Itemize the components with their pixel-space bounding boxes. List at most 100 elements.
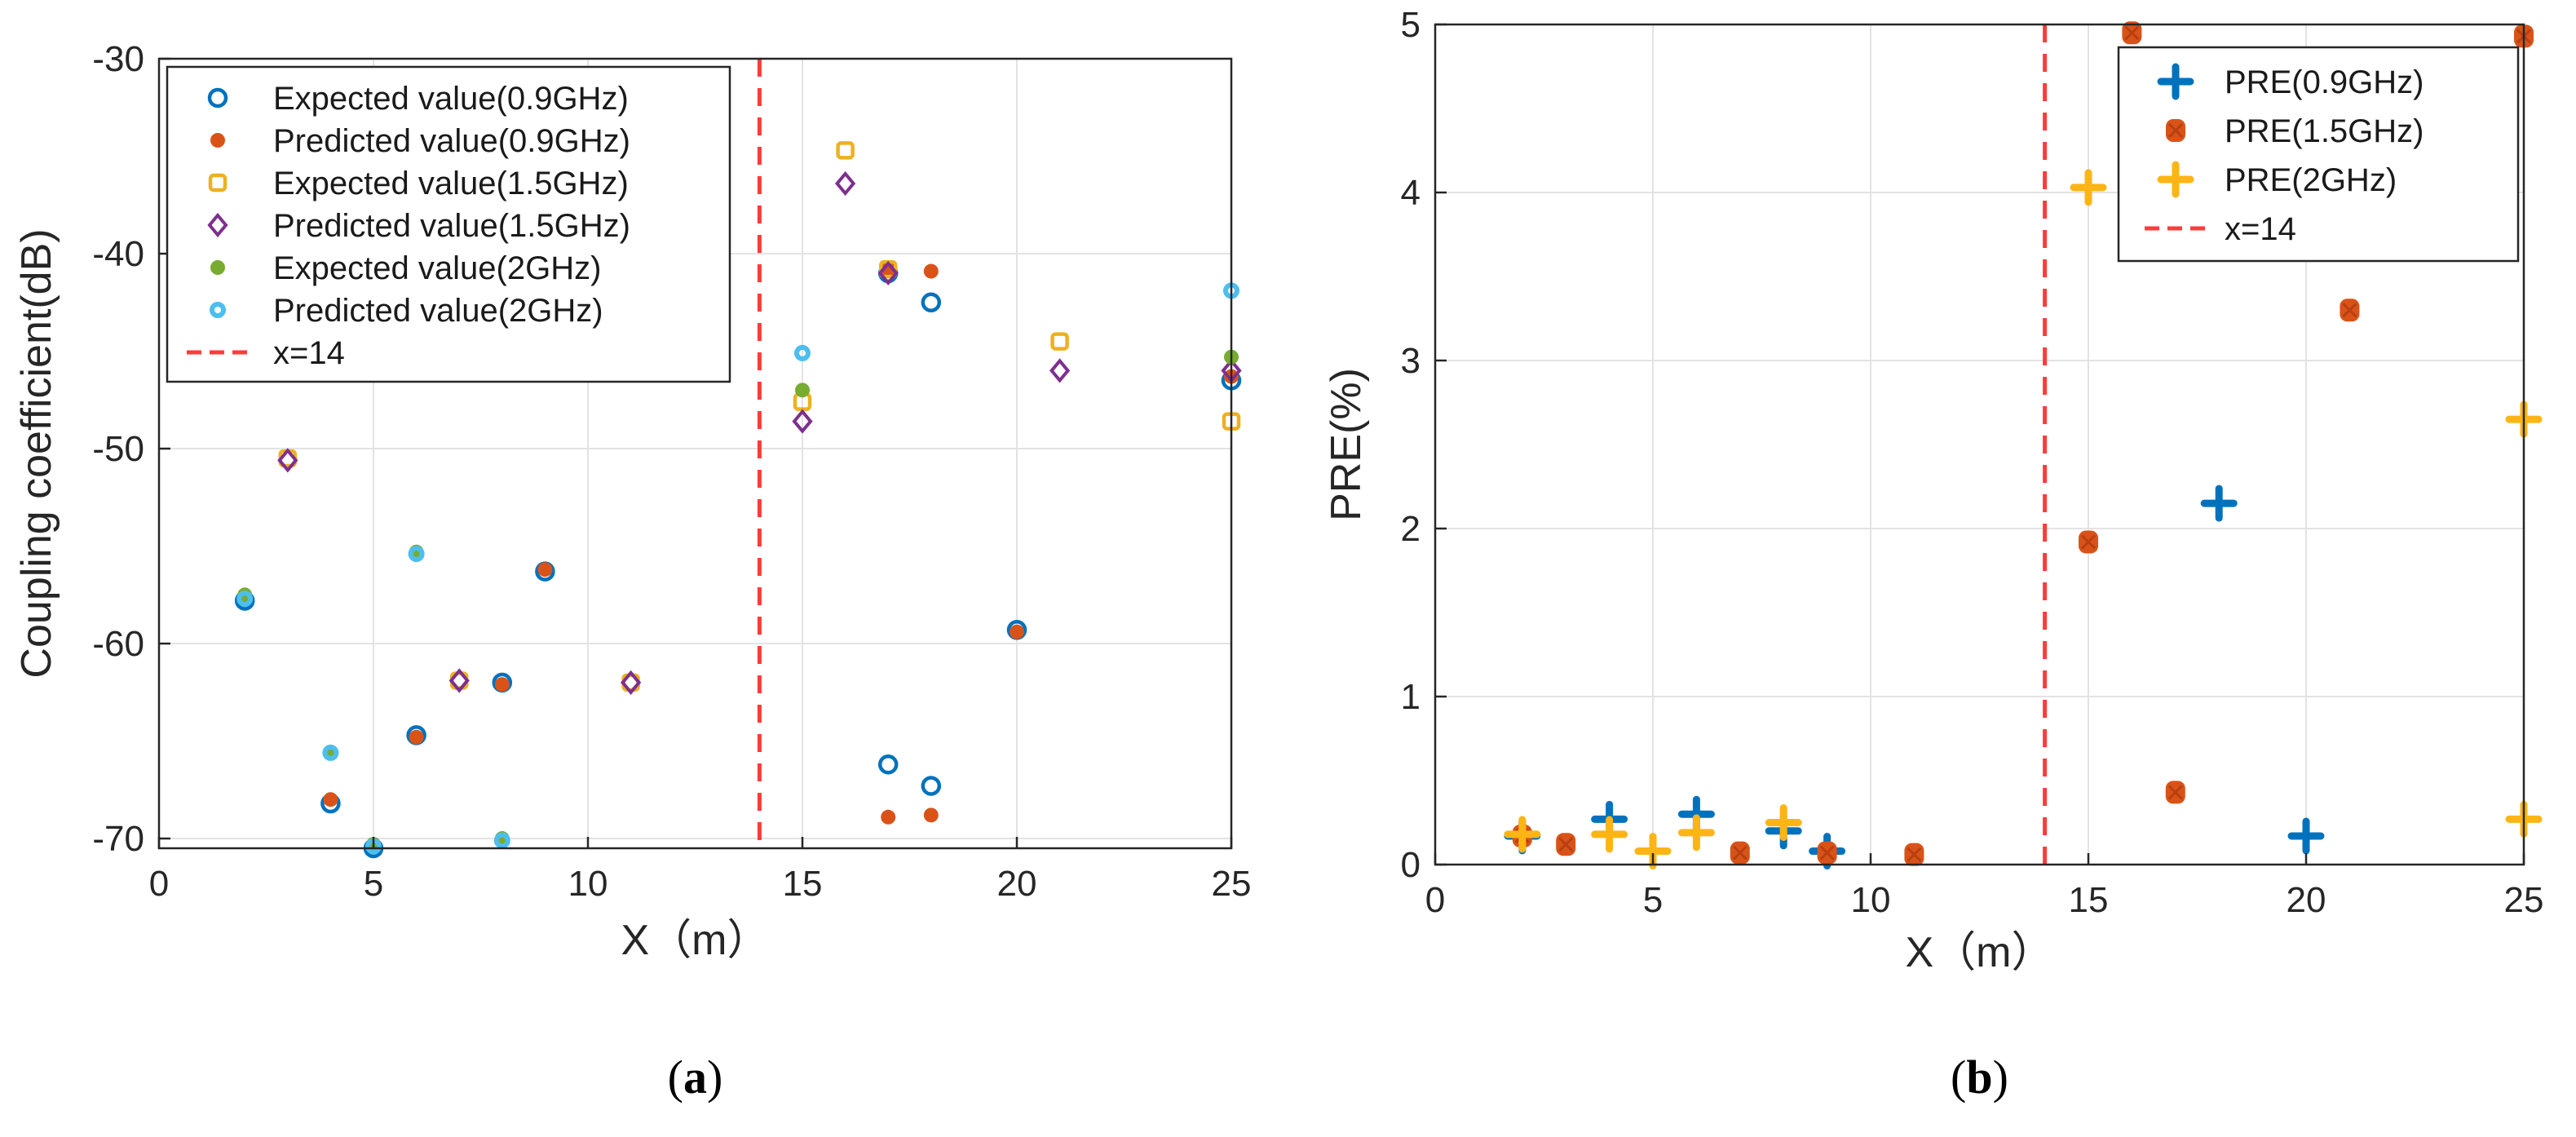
a-legend-marker	[210, 133, 225, 148]
b-y-tick-label: 1	[1401, 677, 1421, 717]
panel-b-x-axis-label: X（m）	[1905, 929, 2053, 976]
a-point	[1010, 624, 1024, 639]
b-point	[1504, 816, 1541, 853]
panel-b-y-axis-label: PRE(%)	[1323, 368, 1370, 521]
a-point	[537, 562, 553, 577]
b-x-tick-label: 25	[2504, 880, 2544, 920]
a-legend-label: x=14	[273, 335, 345, 371]
panel-a-legend: Expected value(0.9GHz) Predicted value(0.…	[166, 65, 731, 383]
b-point	[2079, 530, 2098, 554]
a-legend-label: Expected value(0.9GHz)	[273, 81, 629, 117]
b-point	[1904, 843, 1924, 866]
a-point	[792, 409, 813, 434]
a-x-tick-label: 0	[149, 864, 169, 904]
a-point	[1049, 358, 1071, 383]
b-legend-label: PRE(1.5GHz)	[2225, 113, 2424, 149]
a-point	[620, 670, 642, 695]
b-point	[1817, 841, 1837, 865]
b-y-tick-label: 4	[1401, 173, 1421, 213]
a-x-tick-label: 20	[997, 864, 1037, 904]
b-point	[1765, 804, 1802, 841]
a-y-tick-label: -50	[92, 429, 144, 469]
panel-a-axes-frame	[157, 57, 1233, 850]
a-point	[923, 807, 939, 823]
a-point	[795, 383, 810, 398]
b-x-tick-label: 15	[2069, 880, 2109, 920]
panel-a-y-axis-label: Coupling coefficient(dB)	[13, 228, 60, 678]
panel-b-y-ticks: 0 1 2 3 4 5	[1401, 5, 1447, 885]
a-point	[794, 344, 811, 361]
b-point	[2165, 781, 2185, 804]
a-point	[877, 754, 899, 775]
a-legend-label: Expected value(1.5GHz)	[273, 166, 629, 201]
a-x-tick-label: 25	[1212, 864, 1252, 904]
b-y-tick-label: 0	[1401, 845, 1421, 885]
a-point	[834, 170, 856, 197]
a-point	[877, 260, 899, 286]
a-legend-marker	[208, 173, 228, 192]
a-point	[408, 546, 425, 563]
a-y-tick-label: -40	[92, 234, 144, 274]
a-legend-label: Expected value(2GHz)	[273, 250, 601, 286]
panel-b-legend: PRE(0.9GHz) PRE(1.5GHz) PRE(2GHz) x=14	[2117, 46, 2520, 263]
a-legend-marker	[210, 302, 226, 318]
a-point	[494, 677, 510, 692]
b-point	[1556, 833, 1576, 856]
panel-a-caption: (a)	[668, 1051, 723, 1104]
b-x-tick-label: 5	[1643, 880, 1663, 920]
b-y-tick-label: 3	[1401, 341, 1421, 381]
panel-b-data-points	[1504, 21, 2543, 870]
a-point	[236, 591, 254, 608]
a-point	[277, 448, 298, 473]
b-legend-label: PRE(2GHz)	[2225, 162, 2397, 198]
a-x-tick-label: 10	[568, 864, 608, 904]
a-y-tick-label: -30	[92, 39, 144, 79]
a-legend-label: Predicted value(2GHz)	[273, 293, 603, 329]
b-point	[1677, 814, 1715, 852]
panel-b-x-ticks: 0 5 10 15 20 25	[1425, 853, 2544, 920]
a-point	[322, 744, 339, 761]
a-point	[836, 141, 855, 160]
a-legend-marker	[207, 212, 228, 238]
a-point	[1050, 332, 1069, 351]
b-x-tick-label: 10	[1851, 880, 1891, 920]
panel-a-y-ticks: -30 -40 -50 -60 -70	[92, 39, 170, 859]
a-point	[881, 809, 896, 825]
panel-a-x-ticks: 0 5 10 15 20 25	[149, 837, 1252, 904]
a-legend-marker	[207, 87, 228, 108]
a-point	[923, 263, 939, 279]
b-legend-marker	[2157, 63, 2194, 100]
a-point	[448, 668, 470, 693]
b-legend-label: x=14	[2225, 211, 2296, 247]
b-point	[1730, 841, 1750, 865]
a-x-tick-label: 15	[783, 864, 823, 904]
b-point	[2122, 21, 2142, 45]
a-point	[409, 729, 424, 745]
panel-a-x-axis-label: X（m）	[621, 917, 769, 964]
a-legend-marker	[210, 260, 225, 275]
b-legend-marker	[2166, 119, 2185, 142]
panel-a-coupling-chart: 0 5 10 15 20 25 -30 -40 -50 -60 -70 X（m） Coupling…	[13, 39, 1251, 1104]
b-point	[2200, 484, 2238, 522]
a-y-tick-label: -70	[92, 819, 144, 859]
a-y-tick-label: -60	[92, 624, 144, 664]
b-y-tick-label: 2	[1401, 509, 1421, 549]
b-legend-label: PRE(0.9GHz)	[2225, 64, 2424, 100]
a-legend-label: Predicted value(1.5GHz)	[273, 208, 630, 244]
b-point	[2340, 299, 2360, 322]
a-point	[493, 832, 510, 849]
a-legend-label: Predicted value(0.9GHz)	[273, 123, 630, 159]
a-point	[323, 792, 338, 807]
panel-b-caption: (b)	[1951, 1051, 2008, 1104]
b-point	[1591, 816, 1628, 853]
b-x-tick-label: 0	[1425, 880, 1445, 920]
panel-b-axes-frame	[1434, 23, 2525, 866]
a-point	[921, 292, 942, 313]
b-legend-marker	[2157, 161, 2194, 198]
a-series-3	[277, 170, 1242, 695]
a-x-tick-label: 5	[364, 864, 383, 904]
a-point	[921, 776, 942, 796]
b-point	[2070, 169, 2107, 206]
a-legend-box	[166, 65, 731, 383]
